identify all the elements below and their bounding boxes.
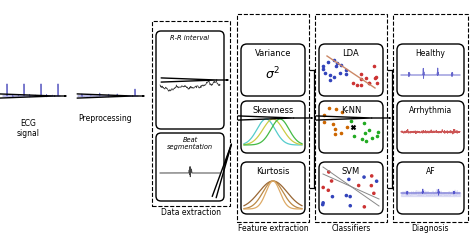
Point: [350, 134, 357, 138]
Point: [319, 201, 327, 205]
Point: [347, 119, 355, 123]
Point: [353, 83, 361, 87]
Point: [360, 175, 368, 179]
Point: [343, 193, 350, 197]
Point: [370, 191, 378, 195]
Text: Diagnosis: Diagnosis: [411, 224, 449, 233]
Text: Kurtosis: Kurtosis: [256, 167, 290, 176]
Point: [373, 179, 381, 183]
Point: [365, 128, 373, 132]
Point: [360, 122, 368, 125]
Point: [332, 64, 339, 68]
Point: [332, 107, 340, 111]
FancyBboxPatch shape: [319, 162, 383, 214]
Point: [346, 195, 354, 199]
FancyBboxPatch shape: [319, 101, 383, 153]
Bar: [393, 14, 468, 222]
Point: [325, 106, 333, 110]
Point: [349, 125, 357, 129]
Point: [363, 140, 370, 143]
Text: Healthy: Healthy: [416, 49, 446, 58]
Point: [326, 78, 334, 82]
Point: [346, 204, 354, 208]
Text: Data extraction: Data extraction: [161, 208, 221, 217]
Point: [319, 203, 327, 207]
Point: [368, 174, 375, 178]
Text: Variance: Variance: [255, 49, 291, 58]
Point: [358, 77, 365, 81]
Point: [326, 73, 333, 77]
FancyBboxPatch shape: [319, 44, 383, 96]
Point: [355, 183, 363, 187]
Point: [328, 195, 336, 199]
Point: [357, 83, 365, 87]
Point: [342, 68, 350, 72]
Point: [319, 67, 327, 71]
Text: Skewness: Skewness: [252, 106, 294, 115]
FancyBboxPatch shape: [241, 162, 305, 214]
FancyBboxPatch shape: [397, 101, 464, 153]
Bar: [315, 14, 387, 222]
Text: AF: AF: [426, 167, 435, 176]
Text: Arrhythmia: Arrhythmia: [409, 106, 452, 115]
Point: [325, 170, 333, 174]
Point: [333, 61, 341, 65]
Text: R-R interval: R-R interval: [171, 35, 210, 41]
Point: [365, 81, 373, 85]
Point: [358, 137, 366, 141]
Point: [338, 110, 346, 114]
Text: LDA: LDA: [343, 49, 359, 58]
Point: [344, 125, 351, 129]
Text: $\sigma^2$: $\sigma^2$: [265, 66, 281, 82]
Text: ECG
signal: ECG signal: [17, 119, 39, 138]
FancyBboxPatch shape: [156, 133, 224, 201]
Point: [328, 179, 336, 183]
Point: [345, 177, 353, 181]
Point: [319, 185, 327, 189]
Bar: [237, 14, 309, 222]
Point: [325, 188, 332, 192]
Text: Beat
segmentation: Beat segmentation: [167, 137, 213, 150]
Point: [374, 81, 381, 85]
Point: [329, 122, 337, 126]
Point: [331, 127, 339, 131]
FancyBboxPatch shape: [241, 44, 305, 96]
Point: [350, 81, 357, 85]
Text: K-NN: K-NN: [341, 106, 361, 115]
Point: [357, 72, 365, 76]
Point: [368, 136, 375, 140]
Text: Classifiers: Classifiers: [331, 224, 371, 233]
FancyBboxPatch shape: [397, 44, 464, 96]
Point: [331, 132, 339, 136]
Point: [342, 72, 350, 76]
Point: [330, 58, 338, 62]
Point: [373, 134, 381, 138]
Point: [367, 184, 375, 188]
Text: Feature extraction: Feature extraction: [237, 224, 308, 233]
Point: [337, 63, 345, 67]
Point: [319, 64, 327, 68]
Point: [330, 75, 337, 79]
Point: [337, 131, 345, 135]
Point: [373, 75, 380, 79]
Point: [324, 60, 331, 64]
FancyBboxPatch shape: [156, 31, 224, 129]
Point: [365, 81, 373, 84]
Point: [320, 113, 328, 117]
Text: SVM: SVM: [342, 167, 360, 176]
FancyBboxPatch shape: [241, 101, 305, 153]
Point: [374, 130, 382, 134]
Point: [336, 71, 343, 75]
Point: [362, 76, 370, 80]
Text: Preprocessing: Preprocessing: [78, 114, 132, 123]
Point: [361, 131, 368, 135]
Bar: [152, 21, 230, 206]
Point: [320, 120, 328, 124]
Point: [361, 205, 368, 209]
Point: [372, 76, 379, 80]
Point: [321, 71, 329, 75]
Point: [370, 64, 378, 68]
FancyBboxPatch shape: [397, 162, 464, 214]
